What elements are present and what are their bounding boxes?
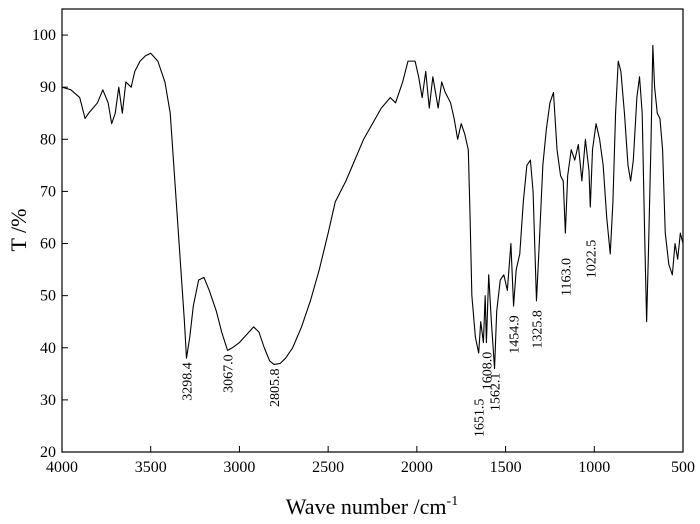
peak-label: 1022.5 (584, 240, 599, 279)
spectrum-line (61, 44, 684, 370)
peak-label: 1651.5 (473, 399, 488, 438)
x-tick-label: 2500 (312, 459, 344, 476)
x-tick-label: 3000 (223, 459, 255, 476)
x-axis-label: Wave number /cm-1 (286, 494, 458, 519)
x-tick-label: 2000 (401, 459, 433, 476)
peak-label: 2805.8 (268, 368, 283, 407)
x-tick-label: 3500 (135, 459, 167, 476)
plot-frame (61, 8, 684, 453)
x-tick-label: 1000 (578, 459, 610, 476)
peak-label: 3067.0 (222, 354, 237, 393)
x-tick-label: 1500 (490, 459, 522, 476)
y-tick-label: 20 (40, 444, 56, 461)
x-tick-label: 4000 (46, 459, 78, 476)
peak-label: 1454.9 (508, 315, 523, 354)
x-tick-label: 500 (671, 459, 695, 476)
y-axis-label: T /% (6, 209, 31, 252)
y-tick-label: 100 (32, 27, 56, 44)
peak-label: 1325.8 (530, 310, 545, 349)
x-axis-label-text: Wave number /cm (286, 494, 447, 519)
peak-label: 1163.0 (559, 258, 574, 296)
peak-label: 1608.0 (480, 352, 495, 391)
peak-label: 3298.4 (180, 362, 195, 401)
peak-label: 1562.1 (489, 373, 504, 412)
y-tick-label: 90 (40, 79, 56, 96)
x-axis-label-superscript: -1 (447, 494, 459, 509)
y-tick-label: 40 (40, 340, 56, 357)
y-tick-label: 60 (40, 236, 56, 253)
y-tick-label: 70 (40, 183, 56, 200)
y-tick-label: 50 (40, 288, 56, 305)
y-tick-label: 80 (40, 131, 56, 148)
y-tick-label: 30 (40, 392, 56, 409)
